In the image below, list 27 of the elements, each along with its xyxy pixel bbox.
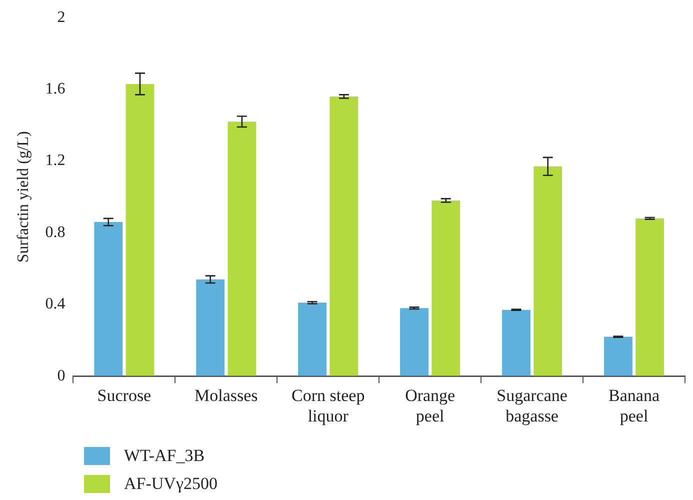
y-tick-label: 1.6 — [45, 80, 66, 98]
x-tick-label: Corn steep liquor — [292, 386, 365, 426]
y-tick-label: 2 — [57, 8, 66, 26]
bar — [94, 222, 123, 376]
x-tick-label: Banana peel — [608, 386, 660, 426]
y-tick-label: 0 — [57, 367, 66, 384]
x-tick-label: Sucrose — [97, 386, 152, 405]
legend-label: AF-UVγ2500 — [124, 474, 218, 494]
y-tick-label: 0.4 — [45, 296, 66, 313]
bar — [126, 84, 154, 376]
bar — [196, 279, 225, 376]
y-tick-label: 0.8 — [45, 224, 66, 241]
bar — [298, 302, 327, 376]
bar — [330, 96, 358, 376]
bar — [432, 200, 460, 376]
legend-label: WT-AF_3B — [124, 446, 205, 466]
x-tick-label: Orange peel — [405, 386, 456, 426]
bar — [636, 218, 664, 376]
bar — [400, 308, 429, 376]
bar — [502, 310, 530, 376]
bar — [534, 166, 562, 376]
x-tick-label: Sugarcane bagasse — [496, 386, 568, 426]
y-tick-label: 1.2 — [45, 152, 66, 170]
bar — [604, 336, 632, 376]
bar — [228, 122, 256, 376]
y-axis-title: Surfactin yield (g/L) — [14, 131, 32, 263]
x-tick-label: Molasses — [194, 386, 258, 405]
